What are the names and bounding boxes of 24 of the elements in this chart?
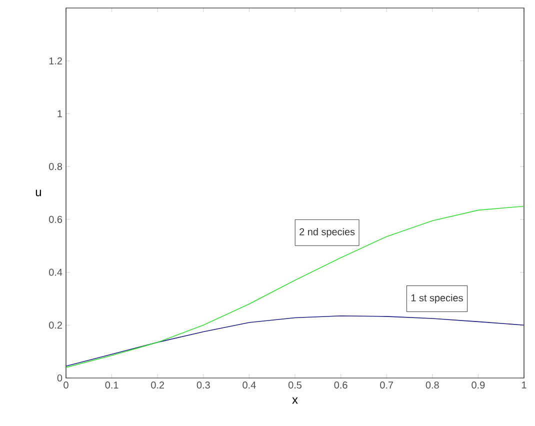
x-tick-label: 0.2: [151, 382, 164, 389]
x-tick-label: 0.5: [288, 382, 302, 389]
x-tick-label: 0.7: [380, 382, 394, 389]
x-tick-label: 0.3: [196, 382, 210, 389]
y-tick-label: 0.2: [49, 322, 62, 329]
x-tick-label: 0.9: [472, 382, 485, 389]
y-tick-label: 1.2: [49, 57, 62, 64]
y-tick-label: 0.8: [49, 163, 62, 170]
y-tick-label: 1: [58, 110, 62, 118]
x-tick-label: 0.1: [105, 382, 118, 389]
y-axis-title: u: [36, 190, 41, 196]
line-series: [66, 206, 524, 368]
series-label: 1 st species: [411, 294, 463, 304]
y-tick-label: 0.4: [49, 268, 62, 276]
y-tick-label: 0.6: [49, 216, 62, 223]
x-tick-label: 0.4: [242, 382, 256, 389]
x-tick-label: 0: [64, 382, 68, 389]
line-series: [66, 315, 524, 367]
x-axis-title: x: [292, 397, 298, 404]
x-tick-label: 1: [522, 382, 526, 388]
series-label: 2 nd species: [300, 228, 355, 238]
x-tick-label: 0.8: [426, 382, 439, 389]
x-tick-label: 0.6: [334, 382, 348, 389]
y-tick-label: 0: [57, 374, 62, 382]
